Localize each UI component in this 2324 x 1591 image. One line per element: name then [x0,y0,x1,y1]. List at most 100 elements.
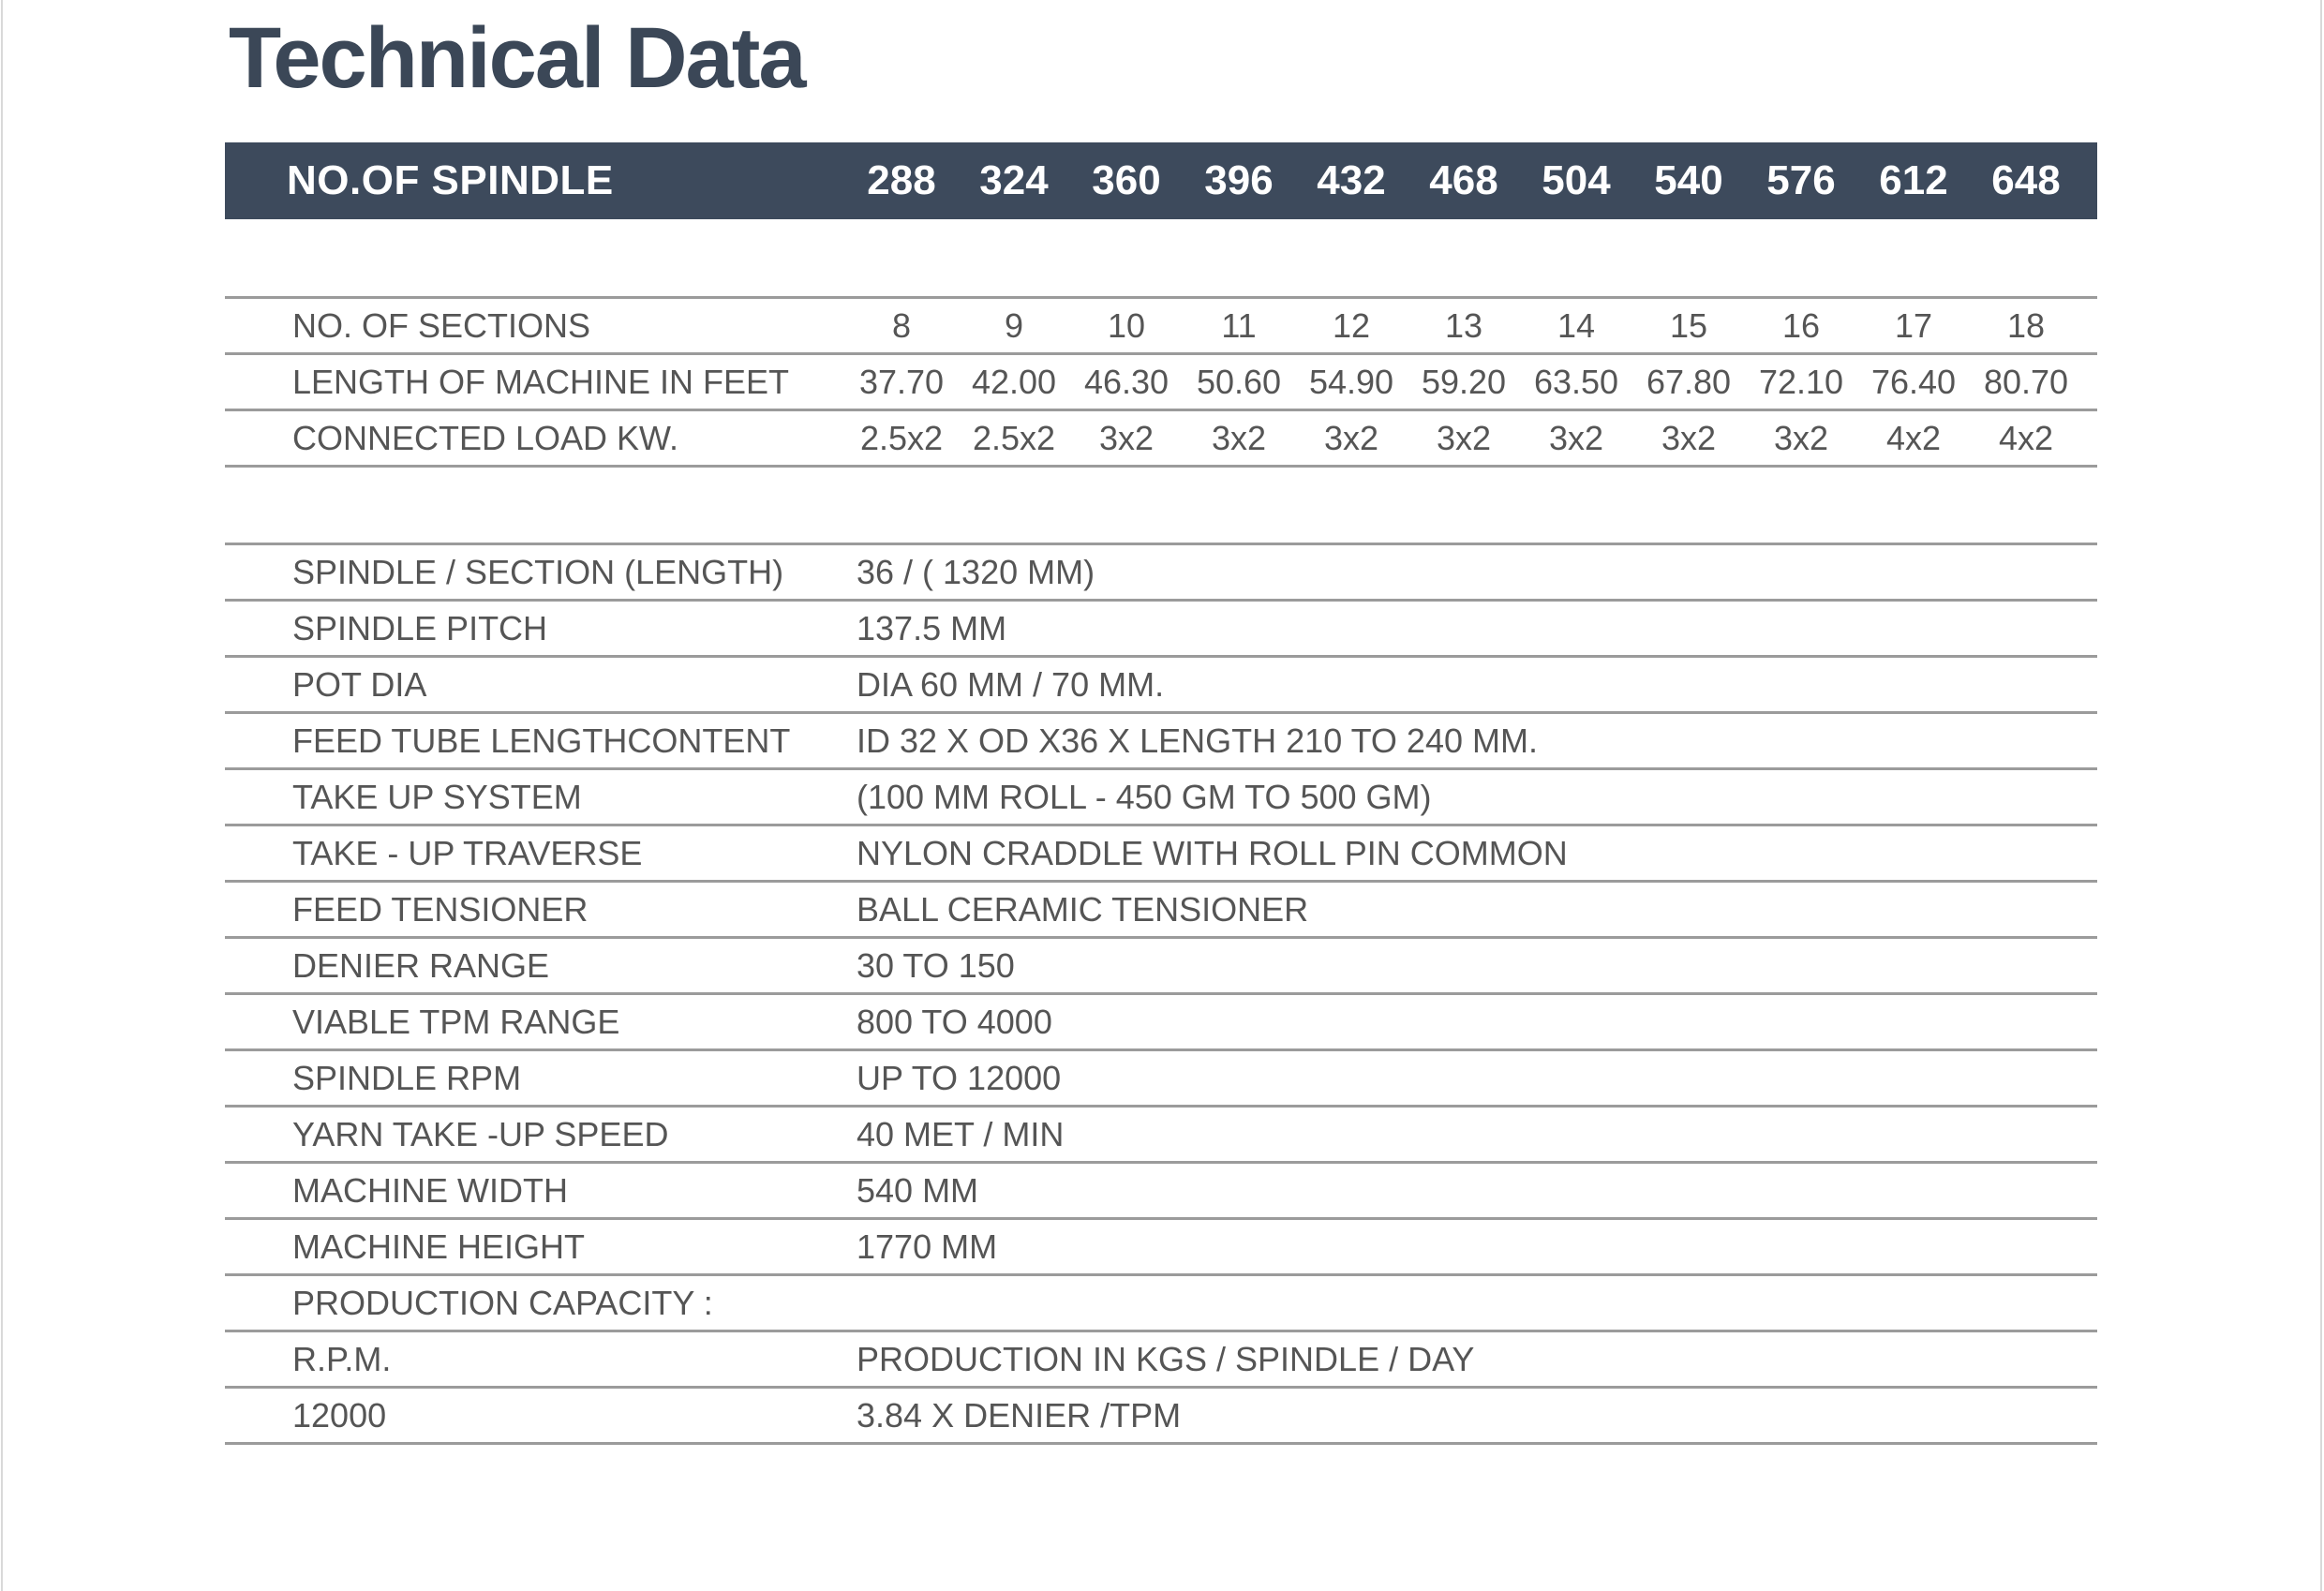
row-label: NO. OF SECTIONS [292,305,591,345]
table-cell: 3x2 [1098,418,1155,457]
spec-row: FEED TENSIONER BALL CERAMIC TENSIONER [225,880,2097,936]
table-cell: 50.60 [1196,362,1282,401]
spec-value: 1770 MM [857,1227,998,1266]
spec-label: DENIER RANGE [292,945,550,985]
table-cell: 8 [891,305,912,345]
table-cell: 16 [1781,305,1821,345]
table-cell: 13 [1444,305,1483,345]
spec-label: POT DIA [292,664,427,704]
table-cell: 3x2 [1323,418,1379,457]
table-cell: 67.80 [1646,362,1732,401]
spec-table: SPINDLE / SECTION (LENGTH) 36 / ( 1320 M… [225,543,2097,1445]
spindle-count: 540 [1654,157,1723,203]
spindle-count: 288 [867,157,936,203]
table-row: NO. OF SECTIONS 8 9 10 11 12 13 14 15 16… [225,296,2097,352]
spec-label: SPINDLE RPM [292,1058,522,1097]
table-cell: 46.30 [1083,362,1169,401]
table-cell: 3x2 [1773,418,1829,457]
table-cell: 17 [1894,305,1933,345]
spindle-matrix-table: NO. OF SECTIONS 8 9 10 11 12 13 14 15 16… [225,296,2097,468]
spec-label: MACHINE HEIGHT [292,1227,586,1266]
spec-label: 12000 [292,1395,387,1435]
spindle-count: 612 [1879,157,1948,203]
spec-label: R.P.M. [292,1339,392,1378]
table-cell: 14 [1557,305,1596,345]
spindle-count: 360 [1092,157,1161,203]
spec-value: 137.5 MM [857,608,1007,647]
table-row: CONNECTED LOAD KW. 2.5x2 2.5x2 3x2 3x2 3… [225,409,2097,465]
page-left-edge-line [1,0,3,1591]
spec-label: TAKE UP SYSTEM [292,777,582,816]
spec-value: 3.84 X DENIER /TPM [857,1395,1182,1435]
spindle-count: 504 [1542,157,1611,203]
row-label: LENGTH OF MACHINE IN FEET [292,362,790,401]
spec-label: FEED TUBE LENGTHCONTENT [292,721,791,760]
spindle-count: 468 [1429,157,1498,203]
table-cell: 3x2 [1548,418,1604,457]
table-cell: 2.5x2 [972,418,1056,457]
spec-label: TAKE - UP TRAVERSE [292,833,643,872]
spec-row: YARN TAKE -UP SPEED 40 MET / MIN [225,1105,2097,1161]
spec-row: 12000 3.84 X DENIER /TPM [225,1386,2097,1442]
spec-row: PRODUCTION CAPACITY : [225,1273,2097,1330]
spindle-header-bar: NO.OF SPINDLE 288 324 360 396 432 468 50… [225,142,2097,219]
table-cell: 11 [1221,305,1257,345]
spec-row: MACHINE WIDTH 540 MM [225,1161,2097,1217]
spec-value: (100 MM ROLL - 450 GM TO 500 GM) [857,777,1432,816]
table-cell: 4x2 [1885,418,1942,457]
spec-row: MACHINE HEIGHT 1770 MM [225,1217,2097,1273]
spindle-count: 576 [1766,157,1836,203]
spec-label: YARN TAKE -UP SPEED [292,1114,669,1153]
table-cell: 10 [1107,305,1146,345]
table-cell: 3x2 [1436,418,1492,457]
table-cell: 2.5x2 [859,418,944,457]
table-cell: 3x2 [1211,418,1267,457]
table-cell: 76.40 [1870,362,1957,401]
table-cell: 15 [1669,305,1708,345]
spec-label: VIABLE TPM RANGE [292,1002,620,1041]
spec-row: SPINDLE PITCH 137.5 MM [225,599,2097,655]
row-label: CONNECTED LOAD KW. [292,418,679,457]
spec-value: ID 32 X OD X36 X LENGTH 210 TO 240 MM. [857,721,1538,760]
table-cell: 4x2 [1998,418,2054,457]
spec-value: DIA 60 MM / 70 MM. [857,664,1165,704]
spec-row: VIABLE TPM RANGE 800 TO 4000 [225,992,2097,1048]
spec-value: 30 TO 150 [857,945,1015,985]
table-cell: 54.90 [1308,362,1394,401]
table-cell: 63.50 [1533,362,1619,401]
spec-label: SPINDLE PITCH [292,608,548,647]
spec-label: SPINDLE / SECTION (LENGTH) [292,552,784,591]
spec-value: PRODUCTION IN KGS / SPINDLE / DAY [857,1339,1475,1378]
spec-row: R.P.M. PRODUCTION IN KGS / SPINDLE / DAY [225,1330,2097,1386]
spindle-count: 648 [1991,157,2061,203]
table-cell: 42.00 [971,362,1057,401]
spec-row: TAKE - UP TRAVERSE NYLON CRADDLE WITH RO… [225,824,2097,880]
spec-row: TAKE UP SYSTEM (100 MM ROLL - 450 GM TO … [225,767,2097,824]
page-title: Technical Data [229,10,807,106]
spec-value: 40 MET / MIN [857,1114,1065,1153]
page-right-edge-line [2320,0,2322,1591]
spec-label: FEED TENSIONER [292,889,588,929]
spec-row: DENIER RANGE 30 TO 150 [225,936,2097,992]
table-cell: 18 [2006,305,2046,345]
table-cell: 12 [1332,305,1371,345]
spindle-count: 432 [1317,157,1386,203]
spec-row: SPINDLE / SECTION (LENGTH) 36 / ( 1320 M… [225,543,2097,599]
spec-value: 36 / ( 1320 MM) [857,552,1095,591]
content-area: Technical Data NO.OF SPINDLE 288 324 360… [225,0,2097,1445]
table-cell: 80.70 [1983,362,2069,401]
spindle-header-label: NO.OF SPINDLE [287,157,614,203]
spec-row: FEED TUBE LENGTHCONTENT ID 32 X OD X36 X… [225,711,2097,767]
spec-row: POT DIA DIA 60 MM / 70 MM. [225,655,2097,711]
spec-value: UP TO 12000 [857,1058,1062,1097]
spec-value: 800 TO 4000 [857,1002,1052,1041]
table-cell: 3x2 [1661,418,1717,457]
table-cell: 9 [1004,305,1024,345]
table-cell: 37.70 [858,362,945,401]
spec-label: PRODUCTION CAPACITY : [292,1283,713,1322]
spec-value: BALL CERAMIC TENSIONER [857,889,1309,929]
table-row: LENGTH OF MACHINE IN FEET 37.70 42.00 46… [225,352,2097,409]
spindle-count: 396 [1204,157,1274,203]
spec-row: SPINDLE RPM UP TO 12000 [225,1048,2097,1105]
